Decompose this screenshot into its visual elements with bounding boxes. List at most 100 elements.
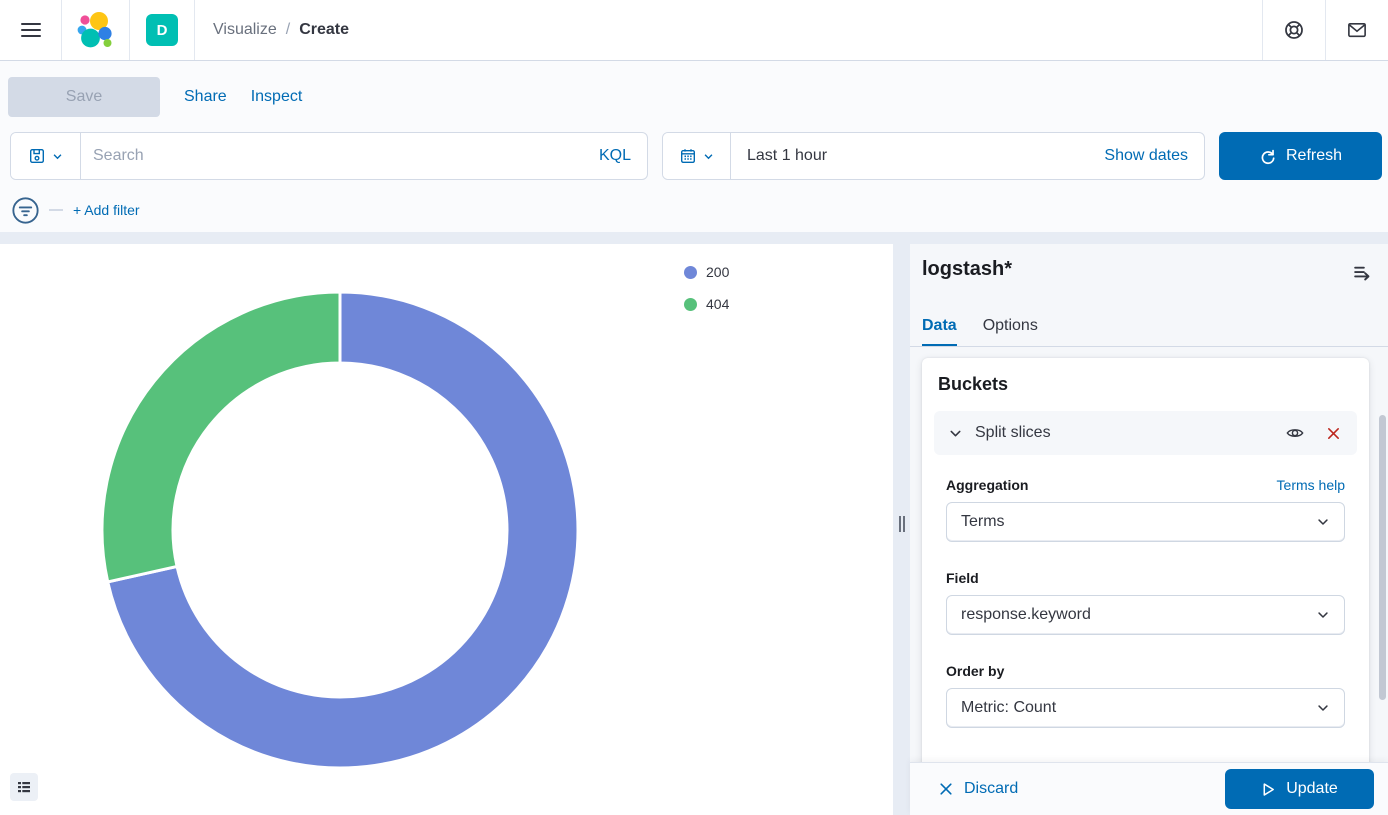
field-label-row: Field [946,570,1345,586]
play-icon [1263,782,1275,796]
donut-chart [100,290,580,770]
close-icon [940,783,952,795]
legend-dot-404 [684,297,697,311]
editor-tabs: Data Options [910,307,1388,347]
newsfeed-button[interactable] [1326,0,1388,60]
aggregation-select[interactable]: Terms [946,502,1345,542]
menu-button[interactable] [0,0,61,60]
quick-time-menu-button[interactable] [663,133,731,179]
discard-button[interactable]: Discard [938,780,1018,798]
time-range-button[interactable]: Last 1 hour [731,147,1088,165]
refresh-icon [1261,149,1275,164]
collapse-panel-icon [1354,266,1370,281]
pie-slice-404[interactable] [100,290,342,584]
tab-data[interactable]: Data [922,307,957,346]
inspect-button[interactable]: Inspect [250,87,303,105]
panel-resizer[interactable] [893,232,910,815]
share-button[interactable]: Share [184,87,227,105]
search-input[interactable] [81,147,583,165]
resizer-grip-icon [898,515,905,532]
legend-dot-200 [684,265,697,279]
update-label: Update [1286,780,1338,797]
header-bar: D Visualize / Create [0,0,1388,61]
update-button[interactable]: Update [1225,769,1374,809]
query-language-button[interactable]: KQL [598,147,631,164]
order-by-row: Order by Metric: Count [946,663,1345,728]
panel-scrollbar[interactable] [1379,415,1386,700]
list-icon [18,782,30,793]
elastic-logo-icon [77,12,112,48]
search-bar-group: KQL [10,132,648,180]
divider [1325,0,1326,60]
field-label: Field [946,570,979,586]
order-by-select[interactable]: Metric: Count [946,688,1345,728]
show-dates-button[interactable]: Show dates [1104,147,1188,164]
divider [61,0,62,60]
accordion-toggle-button[interactable] [948,426,963,441]
split-slices-accordion[interactable]: Split slices [934,411,1357,455]
help-button[interactable] [1263,0,1325,60]
field-value: response.keyword [961,606,1091,623]
close-icon [1328,427,1339,439]
filter-dash [49,209,63,211]
main-content: 200 404 logstash* [0,232,1388,815]
calendar-icon [680,149,695,164]
aggregation-row: Aggregation Terms help Terms [946,477,1345,542]
divider [129,0,130,60]
breadcrumb-separator: / [285,21,291,38]
breadcrumb-current: Create [299,21,350,38]
remove-bucket-button[interactable] [1324,424,1343,443]
buckets-title: Buckets [938,374,1009,394]
legend-label-404: 404 [706,296,730,312]
refresh-label: Refresh [1285,147,1343,164]
chevron-down-icon [950,430,961,436]
chevron-down-icon [1318,705,1328,711]
refresh-button[interactable]: Refresh [1219,132,1382,180]
legend-toggle-button[interactable] [10,773,38,801]
saved-query-menu-button[interactable] [11,133,81,179]
save-query-icon [29,149,44,164]
space-avatar[interactable]: D [146,14,178,46]
elastic-logo[interactable] [62,11,129,49]
chevron-down-icon [704,153,712,159]
chart-legend: 200 404 [684,264,729,312]
order-by-label: Order by [946,663,1005,679]
divider [194,0,195,60]
breadcrumb-visualize[interactable]: Visualize [213,21,277,38]
filter-bar: + Add filter [0,188,152,232]
tab-options[interactable]: Options [983,307,1038,346]
mail-icon [1348,22,1366,38]
order-by-label-row: Order by [946,663,1345,679]
editor-footer: Discard Update [910,762,1388,815]
aggregation-value: Terms [961,513,1005,530]
help-icon [1285,21,1303,39]
save-button[interactable]: Save [8,76,160,117]
visualization-editor-panel: logstash* Data Options Buckets [910,244,1388,815]
query-bar: KQL Last 1 hour Show dates Refresh [0,132,1388,182]
chevron-down-icon [1318,612,1328,618]
legend-label-200: 200 [706,264,730,280]
breadcrumb: Visualize / Create [213,21,349,39]
chart-panel: 200 404 [0,244,893,815]
chevron-down-icon [53,153,61,159]
legend-item-200[interactable]: 200 [684,264,729,280]
aggregation-label: Aggregation [946,477,1029,493]
field-row: Field response.keyword [946,570,1345,635]
hamburger-icon [20,19,41,41]
divider [1262,0,1263,60]
index-pattern-title: logstash* [922,258,1013,280]
collapse-panel-button[interactable] [1346,258,1378,286]
filter-icon[interactable] [12,196,39,224]
terms-help-link[interactable]: Terms help [1276,477,1345,493]
eye-icon [1286,429,1304,437]
chevron-down-icon [1318,519,1328,525]
field-select[interactable]: response.keyword [946,595,1345,635]
legend-item-404[interactable]: 404 [684,296,729,312]
buckets-card: Buckets Split slices [922,358,1369,815]
toggle-visibility-button[interactable] [1284,422,1306,444]
aggregation-label-row: Aggregation Terms help [946,477,1345,493]
pie-slice-200[interactable] [106,290,580,770]
visualize-toolbar: Save Share Inspect [0,61,1388,132]
add-filter-button[interactable]: + Add filter [73,202,140,218]
